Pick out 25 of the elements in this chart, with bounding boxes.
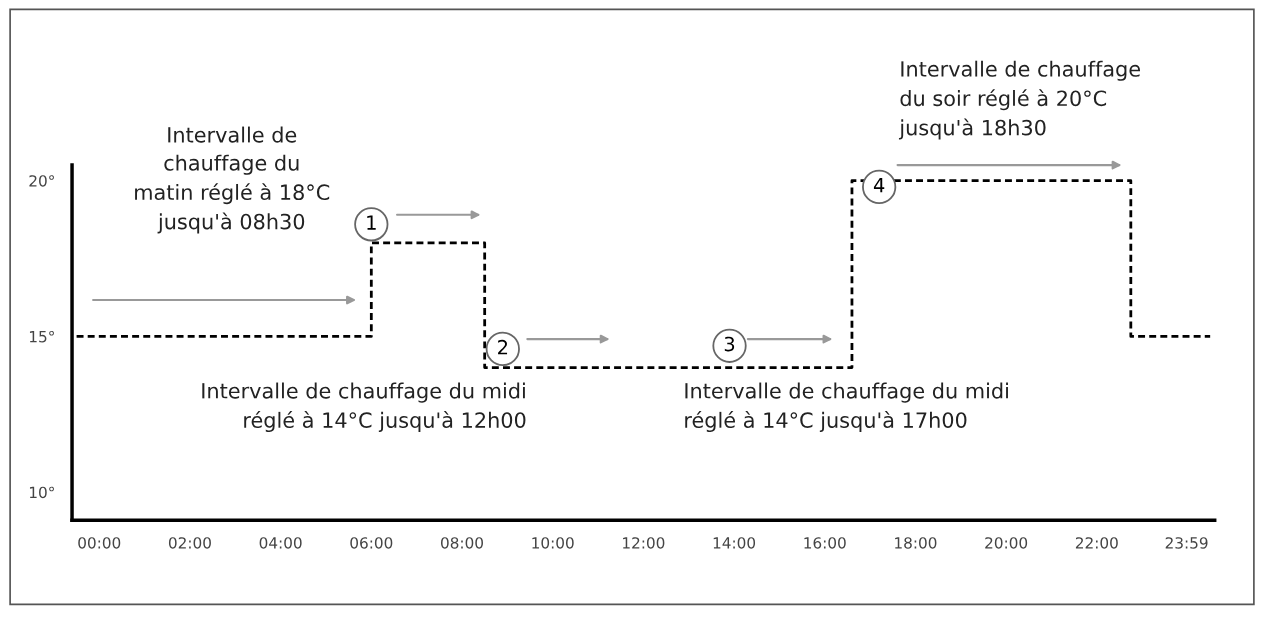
annotation: Intervalle de chauffage du midi réglé à 14°C jusqu'à 12h00 [202, 382, 526, 433]
x-tick-label: 23:59 [1165, 537, 1208, 549]
x-tick-label: 10:00 [532, 537, 574, 549]
annotation: 3 [724, 336, 735, 352]
x-tick-label: 20:00 [985, 537, 1028, 549]
x-tick-label: 02:00 [168, 537, 211, 549]
annotation: Intervalle de chauffage du matin réglé à 18°C jusqu'à 08h30 [135, 126, 330, 234]
x-tick-label: 06:00 [350, 537, 393, 549]
annotation: 4 [873, 178, 885, 193]
x-tick-label: 16:00 [804, 537, 846, 549]
x-tick-label: 04:00 [259, 537, 302, 549]
annotation: 1 [367, 215, 376, 230]
x-tick-label: 08:00 [441, 537, 483, 549]
line-series [75, 179, 1212, 369]
text: Intervalle de chauffage du soir réglé à 20°C jusqu'à 18h30 [898, 60, 1140, 140]
y-tick-label: 15° [29, 330, 54, 343]
annotation: Intervalle de chauffage du midi réglé à 14°C jusqu'à 17h00 [685, 382, 1008, 433]
annotation: 2 [498, 339, 508, 355]
x-tick-label: 00:00 [78, 537, 121, 549]
y-tick-label: 10° [29, 486, 54, 499]
x-tick-label: 12:00 [623, 537, 665, 549]
x-tick-label: 14:00 [713, 537, 756, 549]
x-tick-label: 18:00 [895, 537, 937, 549]
x-tick-label: 22:00 [1075, 537, 1118, 549]
y-tick-label: 20° [29, 175, 54, 187]
